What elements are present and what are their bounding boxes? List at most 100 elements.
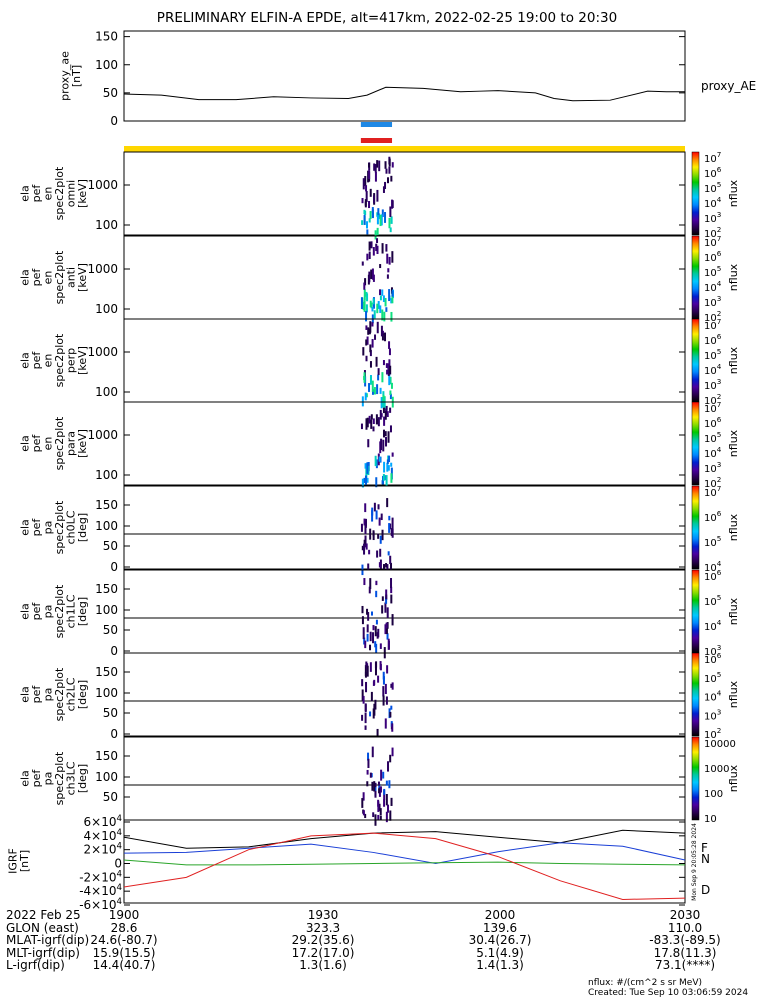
spec-pixel — [372, 418, 375, 425]
spec-pixel — [383, 311, 386, 322]
spec-pixel — [363, 477, 366, 484]
spec-pixel — [365, 304, 368, 313]
spec-pixel — [384, 624, 387, 635]
spec-pixel — [369, 321, 372, 333]
spec-ylabel-line: anti — [65, 267, 78, 288]
colorbar-tick-label: 100 — [704, 789, 723, 800]
spec-pixel — [381, 243, 384, 254]
ephemeris-value: 73.1(****) — [654, 958, 716, 972]
spec-pixel — [371, 389, 374, 395]
colorbar-tick-label: 104 — [704, 559, 722, 574]
colorbar — [691, 151, 700, 236]
spec-pixel — [388, 455, 391, 463]
ephemeris-value: -83.3(-89.5) — [649, 933, 721, 947]
spec-pixel — [377, 801, 380, 812]
spec-ylabel-line: ela — [19, 435, 32, 452]
spec-ylabel-line: spec2plot — [53, 751, 66, 805]
spec-pixel — [373, 310, 376, 319]
spec-pixel — [390, 586, 393, 594]
spec-pixel — [374, 164, 377, 173]
spec-pixel — [371, 268, 374, 280]
spec-pixel — [380, 513, 383, 521]
spec-pixel — [375, 590, 378, 598]
spec-pixel — [374, 667, 377, 676]
spec-tick-label: 1000 — [87, 345, 118, 359]
spec-pixel — [367, 327, 370, 335]
igrf-ylabel: IGRF[nT] — [7, 848, 32, 874]
spec-pixel — [389, 393, 392, 400]
spec-pixel — [382, 473, 385, 481]
spec-pixel — [388, 158, 391, 167]
spec-pixel — [386, 253, 389, 264]
spec-pixel — [364, 665, 367, 676]
spec-ylabel-line: spec2plot — [53, 166, 66, 220]
spec-pixel — [391, 290, 394, 297]
colorbar — [691, 235, 700, 320]
spec-pixel — [385, 594, 388, 600]
colorbar-tick-label: 103 — [704, 377, 721, 392]
spec-pixel — [362, 695, 365, 704]
spec-pixel — [388, 373, 391, 386]
spec-ylabel-line: ela — [19, 770, 32, 787]
spec-tick-label: 100 — [95, 302, 118, 316]
spec-pixel — [379, 808, 382, 816]
spec-pixel — [391, 251, 394, 263]
spec-pixel — [364, 463, 367, 469]
spec-pixel — [389, 711, 392, 718]
ephemeris-value: 24.6(-80.7) — [90, 933, 158, 947]
ephemeris-value: 139.6 — [482, 920, 518, 935]
spec-pixel — [386, 622, 389, 629]
spec-pixel — [383, 788, 386, 795]
spec-pixel — [379, 535, 382, 544]
spec-pixel — [361, 679, 364, 687]
colorbar-tick-label: 106 — [704, 249, 722, 264]
spec-pixel — [360, 523, 363, 532]
spec-pixel — [360, 297, 363, 310]
spec-pixel — [366, 336, 369, 345]
colorbar-label: nflux — [727, 513, 740, 541]
spec-pixel — [374, 171, 377, 182]
spec-ylabel-line: ch0LC — [65, 510, 78, 544]
ephemeris-value: 15.9(15.5) — [92, 945, 156, 960]
spec-pixel — [361, 396, 364, 407]
spec-pixel — [365, 221, 368, 229]
spec-pixel — [365, 190, 368, 202]
colorbar-tick-label: 107 — [704, 484, 721, 499]
spec-pixel — [365, 339, 368, 346]
spec-tick-label: 100 — [95, 218, 118, 232]
spec-pixel — [373, 679, 376, 686]
spec-pixel — [364, 175, 367, 187]
spec-ylabel-line: pef — [30, 351, 43, 370]
ephemeris-value: 1.4(1.3) — [476, 958, 524, 972]
colorbar-tick-label: 106 — [704, 568, 722, 583]
spec-pixel — [369, 578, 372, 590]
spec-pixel — [382, 676, 385, 685]
spec-pixel — [376, 238, 379, 243]
spec-pixel — [379, 289, 382, 296]
ephemeris-label: 2022 Feb 25 — [6, 908, 81, 922]
spec-ylabel-line: en — [42, 437, 55, 451]
spec-pixel — [385, 696, 388, 705]
colorbar-tick-label: 102 — [704, 392, 721, 407]
spec-panel-frame — [123, 151, 686, 236]
spec-pixel — [390, 298, 393, 304]
spec-pixel — [361, 220, 364, 225]
colorbar-tick-label: 105 — [704, 180, 721, 195]
spec-pixel — [391, 517, 394, 530]
spec-pixel — [389, 523, 392, 530]
spec-pixel — [390, 311, 393, 322]
spec-tick-label: 0 — [110, 644, 118, 658]
spec-pixel — [375, 356, 378, 367]
ephemeris-value: 2030 — [669, 908, 701, 922]
spec-pixel — [389, 425, 392, 433]
ephemeris-label: MLAT-igrf(dip) — [6, 933, 90, 947]
spec-pixel — [385, 307, 388, 312]
colorbar-tick-label: 105 — [704, 593, 721, 608]
spec-ylabel-line: pef — [30, 184, 43, 203]
spec-pixel — [385, 596, 388, 604]
colorbar-tick-label: 10000 — [704, 739, 736, 750]
spec-ylabel-line: perp — [65, 348, 78, 373]
